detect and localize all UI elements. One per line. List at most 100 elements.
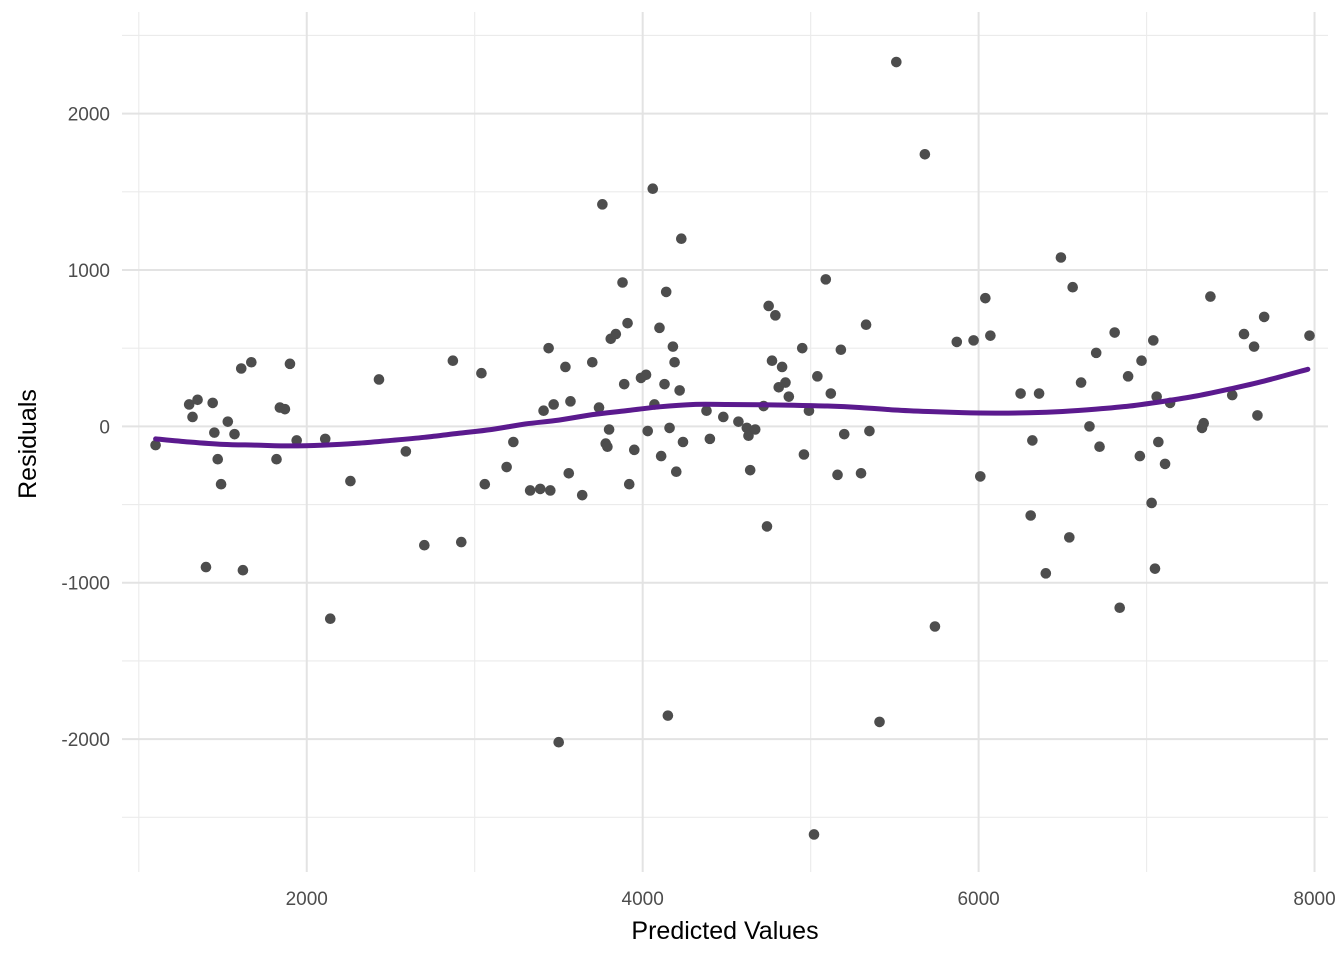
data-point (874, 716, 885, 728)
data-point (1015, 388, 1026, 399)
data-point (476, 367, 487, 379)
data-point (610, 328, 622, 340)
data-point (1238, 328, 1250, 340)
data-point (183, 399, 195, 410)
data-point (524, 485, 536, 496)
data-point (664, 422, 675, 434)
data-point (749, 424, 761, 435)
data-point (345, 475, 356, 487)
data-point (237, 564, 249, 576)
data-point (667, 341, 679, 352)
data-point (1090, 347, 1102, 359)
data-point (324, 613, 336, 624)
data-point (1149, 563, 1161, 574)
data-point (1064, 532, 1075, 543)
data-point (455, 536, 467, 548)
data-point (587, 356, 598, 368)
data-point (565, 396, 576, 407)
data-point (593, 402, 605, 413)
data-point (660, 286, 672, 298)
data-point (838, 428, 850, 440)
data-point (647, 183, 659, 194)
data-point (825, 388, 837, 399)
data-point (1148, 335, 1159, 346)
data-point (1153, 436, 1164, 448)
data-point (701, 405, 712, 417)
data-point (229, 428, 240, 440)
data-point (835, 344, 847, 356)
data-point (891, 56, 902, 68)
data-point (1146, 497, 1157, 509)
data-point (1084, 421, 1095, 432)
data-point (642, 425, 654, 437)
data-point (662, 710, 674, 721)
data-point (1040, 568, 1052, 579)
x-tick-label: 6000 (957, 889, 999, 910)
data-point (770, 310, 781, 321)
data-point (246, 356, 257, 368)
data-point (1067, 281, 1078, 293)
data-point (1025, 510, 1036, 521)
y-tick-label: 2000 (68, 105, 110, 126)
data-point (508, 436, 519, 448)
data-point (1258, 311, 1270, 323)
data-point (1248, 341, 1260, 352)
data-point (929, 621, 941, 632)
x-tick-label: 8000 (1293, 889, 1335, 910)
data-point (560, 361, 571, 373)
data-point (548, 399, 559, 410)
y-tick-label: -1000 (61, 574, 110, 595)
smooth-curve (153, 366, 1311, 449)
data-point (980, 292, 991, 304)
data-point (761, 521, 773, 532)
data-point (534, 483, 546, 495)
data-point (676, 233, 687, 245)
data-point (222, 416, 234, 427)
data-point (291, 435, 302, 446)
data-point (628, 444, 640, 456)
data-point (1055, 252, 1067, 263)
data-point (1159, 458, 1171, 470)
data-point (187, 411, 198, 423)
data-point (669, 356, 680, 368)
data-point (1122, 371, 1134, 382)
data-point (975, 471, 986, 482)
data-point (766, 355, 778, 366)
data-point (812, 371, 823, 382)
data-point (235, 363, 247, 374)
data-point (623, 478, 635, 490)
data-point (718, 411, 729, 423)
data-point (447, 355, 459, 366)
data-point (864, 425, 875, 437)
data-point (1136, 355, 1147, 366)
data-point (1198, 417, 1210, 429)
data-point (419, 539, 430, 551)
data-point (373, 374, 385, 385)
data-point (674, 385, 685, 396)
data-point (783, 391, 795, 402)
data-point (602, 441, 613, 452)
data-point (200, 561, 212, 573)
data-point (1304, 330, 1315, 341)
data-point (1094, 441, 1105, 452)
y-tick-label: -2000 (61, 730, 110, 751)
data-point (538, 405, 549, 417)
data-point (284, 358, 296, 370)
data-point (563, 467, 575, 479)
data-point (985, 330, 996, 341)
data-point (1134, 450, 1146, 462)
data-point (1033, 388, 1045, 399)
y-tick-label: 1000 (68, 261, 110, 282)
data-point (820, 274, 832, 285)
data-point (832, 469, 843, 481)
data-point (968, 335, 979, 346)
x-tick-label: 4000 (622, 889, 664, 910)
data-point (763, 300, 774, 312)
data-point (553, 736, 565, 748)
data-point (798, 449, 810, 460)
x-axis-tick-labels: 2000 4000 6000 8000 (286, 889, 1336, 910)
data-point (776, 361, 788, 373)
data-point (400, 446, 412, 457)
y-tick-label: 0 (99, 417, 110, 438)
